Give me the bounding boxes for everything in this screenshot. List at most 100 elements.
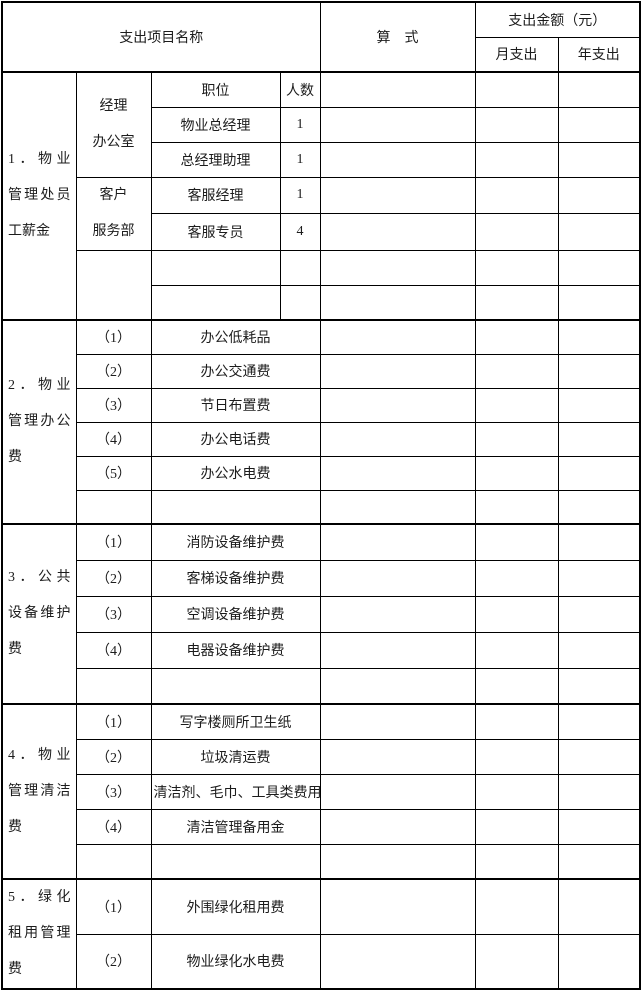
monthly-expense-cell <box>474 523 559 561</box>
position-cell: 物业总经理 <box>150 106 281 143</box>
monthly-expense-cell <box>474 421 559 457</box>
item-name-cell: 物业绿化水电费 <box>150 933 321 990</box>
yearly-expense-cell <box>557 523 641 561</box>
section1-row-4: 客户 服务部 客服经理 1 <box>2 176 641 251</box>
monthly-expense-cell <box>474 319 559 355</box>
yearly-expense-cell <box>557 631 641 669</box>
monthly-expense-cell <box>474 667 559 705</box>
monthly-expense-cell <box>474 559 559 597</box>
header-formula: 算 式 <box>319 1 476 73</box>
yearly-expense-cell <box>557 843 641 880</box>
section3-row-4: （4） 电器设备维护费 <box>2 631 641 669</box>
item-name-cell: 电器设备维护费 <box>150 631 321 669</box>
section2-row-4: （4） 办公电话费 <box>2 421 641 457</box>
monthly-expense-cell <box>474 106 559 143</box>
formula-cell <box>319 523 476 561</box>
formula-cell <box>319 249 476 286</box>
yearly-expense-cell <box>557 176 641 214</box>
monthly-expense-cell <box>474 284 559 321</box>
item-name-cell: 办公低耗品 <box>150 319 321 355</box>
item-name-cell: 清洁管理备用金 <box>150 808 321 845</box>
position-cell: 客服经理 <box>150 176 281 214</box>
item-no-cell: （3） <box>75 595 152 633</box>
formula-cell <box>319 489 476 525</box>
yearly-expense-cell <box>557 703 641 740</box>
item-name-cell: 办公电话费 <box>150 421 321 457</box>
section1-row-1: 1．物业管理处员工薪金 经理 办公室 职位 人数 <box>1 71 641 321</box>
section2-row-2: （2） 办公交通费 <box>2 353 641 389</box>
section1-row-6 <box>2 249 641 321</box>
formula-cell <box>319 455 476 491</box>
section4-row-5 <box>2 843 641 880</box>
item-name-cell: 办公交通费 <box>150 353 321 389</box>
section3-row-3: （3） 空调设备维护费 <box>2 595 641 633</box>
monthly-expense-cell <box>474 933 559 990</box>
monthly-expense-cell <box>474 595 559 633</box>
item-name-cell: 客梯设备维护费 <box>150 559 321 597</box>
item-no-cell-empty <box>75 667 152 705</box>
item-name-cell: 外围绿化租用费 <box>150 878 321 935</box>
formula-cell <box>319 319 476 355</box>
item-no-cell-empty <box>75 489 152 525</box>
monthly-expense-cell <box>474 738 559 775</box>
item-no-cell: （5） <box>75 455 152 491</box>
yearly-expense-cell <box>557 319 641 355</box>
yearly-expense-cell <box>557 249 641 286</box>
yearly-expense-cell <box>557 421 641 457</box>
headcount-cell: 4 <box>279 213 321 251</box>
item-name-cell: 写字楼厕所卫生纸 <box>150 703 321 740</box>
monthly-expense-cell <box>474 71 559 108</box>
dept-cell-manager-office: 经理 办公室 <box>75 71 152 178</box>
section2-title-cell: 2．物业管理办公费 <box>1 319 77 525</box>
monthly-expense-cell <box>474 489 559 525</box>
section3-row-2: （2） 客梯设备维护费 <box>2 559 641 597</box>
header-row-2: 月支出 年支出 <box>2 36 641 73</box>
item-name-cell: 空调设备维护费 <box>150 595 321 633</box>
formula-cell <box>319 878 476 935</box>
formula-cell <box>319 738 476 775</box>
section5-row-1: 5．绿化租用管理费 （1） 外围绿化租用费 <box>1 878 641 990</box>
section3-title-cell: 3．公共设备维护费 <box>1 523 77 705</box>
headcount-cell: 1 <box>279 106 321 143</box>
item-no-cell: （2） <box>75 559 152 597</box>
section5-row-2: （2） 物业绿化水电费 <box>2 933 641 990</box>
item-no-cell-empty <box>75 843 152 880</box>
monthly-expense-cell <box>474 808 559 845</box>
item-no-cell: （1） <box>75 703 152 740</box>
item-name-cell: 消防设备维护费 <box>150 523 321 561</box>
yearly-expense-cell <box>557 933 641 990</box>
position-cell-empty <box>150 249 281 286</box>
monthly-expense-cell <box>474 703 559 740</box>
formula-cell <box>319 213 476 251</box>
section4-row-1: 4．物业管理清洁费 （1） 写字楼厕所卫生纸 <box>1 703 641 880</box>
formula-cell <box>319 933 476 990</box>
yearly-expense-cell <box>557 773 641 810</box>
item-no-cell: （1） <box>75 523 152 561</box>
section2-row-6 <box>2 489 641 525</box>
item-name-cell: 清洁剂、毛巾、工具类费用 <box>150 773 321 810</box>
item-name-cell: 办公水电费 <box>150 455 321 491</box>
item-no-cell: （4） <box>75 808 152 845</box>
yearly-expense-cell <box>557 353 641 389</box>
position-cell-empty <box>150 284 281 321</box>
position-header-cell: 职位 <box>150 71 281 108</box>
formula-cell <box>319 106 476 143</box>
section1-row-2: 物业总经理 1 <box>2 106 641 143</box>
headcount-cell-empty <box>279 284 321 321</box>
formula-cell <box>319 703 476 740</box>
monthly-expense-cell <box>474 387 559 423</box>
section1-row-7 <box>2 284 641 321</box>
header-monthly-expense: 月支出 <box>474 36 559 73</box>
yearly-expense-cell <box>557 559 641 597</box>
headcount-header-cell: 人数 <box>279 71 321 108</box>
item-no-cell: （4） <box>75 631 152 669</box>
formula-cell <box>319 71 476 108</box>
section2-row-5: （5） 办公水电费 <box>2 455 641 491</box>
monthly-expense-cell <box>474 455 559 491</box>
section4-row-4: （4） 清洁管理备用金 <box>2 808 641 845</box>
yearly-expense-cell <box>557 387 641 423</box>
monthly-expense-cell <box>474 878 559 935</box>
monthly-expense-cell <box>474 353 559 389</box>
formula-cell <box>319 387 476 423</box>
